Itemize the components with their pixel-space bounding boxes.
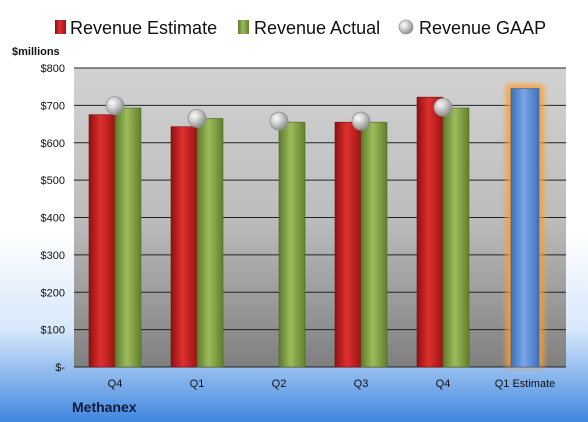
bar-revenue-estimate xyxy=(170,126,198,368)
legend-label-revenue-estimate: Revenue Estimate xyxy=(70,18,217,38)
legend: Revenue Estimate Revenue Actual Revenue … xyxy=(55,18,546,38)
x-tick-label: Q2 xyxy=(272,378,287,390)
marker-revenue-gaap xyxy=(433,97,453,117)
bar-q1-estimate xyxy=(510,88,540,368)
y-tick-label: $400 xyxy=(41,213,65,225)
x-tick-label: Q3 xyxy=(354,378,369,390)
y-axis-label: $millions xyxy=(12,46,60,58)
legend-swatch-revenue-actual xyxy=(238,20,249,34)
legend-label-revenue-actual: Revenue Actual xyxy=(254,18,380,38)
marker-revenue-gaap xyxy=(269,111,289,131)
legend-label-revenue-gaap: Revenue GAAP xyxy=(419,18,546,38)
bar-revenue-estimate xyxy=(88,114,116,368)
legend-item-revenue-estimate: Revenue Estimate xyxy=(55,18,217,38)
marker-revenue-gaap xyxy=(105,96,125,116)
y-tick-label: $- xyxy=(55,362,65,374)
y-tick-label: $700 xyxy=(41,100,65,112)
bar-revenue-estimate xyxy=(334,121,362,368)
x-tick-label: Q4 xyxy=(436,378,451,390)
gridlines xyxy=(74,67,566,368)
bars xyxy=(88,88,540,368)
y-tick-label: $600 xyxy=(41,138,65,150)
x-tick-label: Q4 xyxy=(108,378,123,390)
legend-swatch-revenue-estimate xyxy=(55,20,66,34)
x-tick-label: Q1 Estimate xyxy=(495,378,556,390)
legend-item-revenue-gaap: Revenue GAAP xyxy=(398,18,546,38)
x-tick-label: Q1 xyxy=(190,378,205,390)
bar-revenue-actual xyxy=(442,107,470,368)
y-tick-label: $300 xyxy=(41,250,65,262)
bar-revenue-estimate xyxy=(416,96,444,368)
x-axis-ticks: Q4 Q1 Q2 Q3 Q4 Q1 Estimate xyxy=(108,378,556,390)
bar-revenue-actual xyxy=(278,121,306,368)
y-tick-label: $800 xyxy=(41,63,65,75)
legend-marker-revenue-gaap xyxy=(398,19,414,35)
company-name: Methanex xyxy=(72,399,137,415)
y-tick-label: $100 xyxy=(41,325,65,337)
y-axis-ticks: $- $100 $200 $300 $400 $500 $600 $700 $800 xyxy=(41,63,66,374)
gaap-markers xyxy=(105,96,453,131)
y-tick-label: $500 xyxy=(41,175,65,187)
legend-item-revenue-actual: Revenue Actual xyxy=(238,18,380,38)
bar-revenue-actual xyxy=(114,107,142,368)
bar-revenue-actual xyxy=(360,121,388,368)
y-tick-label: $200 xyxy=(41,287,65,299)
bar-revenue-actual xyxy=(196,118,224,368)
marker-revenue-gaap xyxy=(351,111,371,131)
marker-revenue-gaap xyxy=(187,109,207,128)
